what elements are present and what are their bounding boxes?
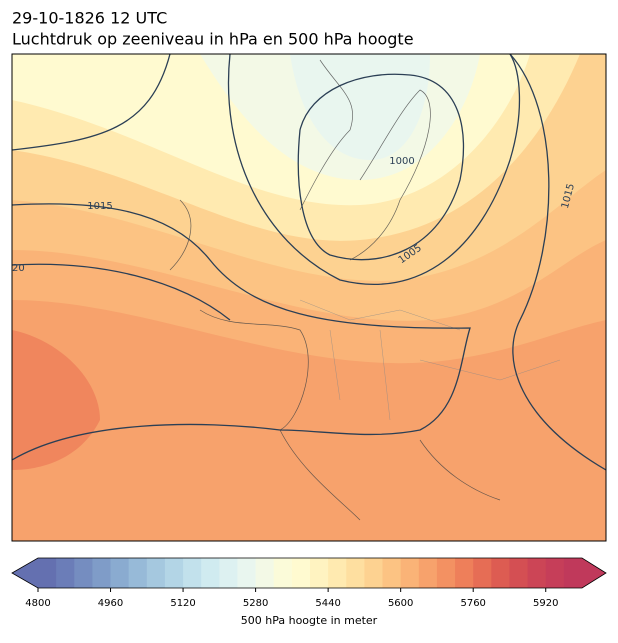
colorbar-band [382,558,402,588]
isobar-label: 1015 [87,201,112,212]
colorbar-tick-label: 5440 [315,598,340,609]
colorbar-band [527,558,547,588]
map [12,54,606,541]
colorbar-outline [11,557,607,589]
title-date: 29-10-1826 12 UTC [12,9,167,28]
colorbar-tick-label: 5920 [533,598,558,609]
colorbar-band [328,558,347,588]
colorbar-band [237,558,257,588]
colorbar-tick-label: 4800 [25,598,50,609]
isobar-label: 1000 [389,156,414,167]
colorbar-tick-label: 4960 [98,598,123,609]
colorbar-band [38,558,57,588]
colorbar-band [291,558,311,588]
colorbar-tick-label: 5600 [388,598,413,609]
colorbar-band [436,558,456,588]
colorbar-band [455,558,474,588]
colorbar-extend-low [12,558,38,588]
colorbar-extend-high [582,558,606,588]
colorbar-band [183,558,202,588]
colorbar-label: 500 hPa hoogte in meter [241,614,378,627]
colorbar-band [74,558,93,588]
colorbar-band [128,558,148,588]
colorbar-band [310,558,329,588]
colorbar-band [146,558,166,588]
colorbar-band [164,558,184,588]
colorbar-band [273,558,293,588]
colorbar-band [92,558,112,588]
colorbar-band [110,558,130,588]
colorbar-band [346,558,365,588]
title: Luchtdruk op zeeniveau in hPa en 500 hPa… [12,30,414,49]
colorbar-band [563,558,583,588]
colorbar-band [491,558,510,588]
colorbar-tick-label: 5760 [460,598,485,609]
colorbar-band [418,558,438,588]
isobar-label: 20 [12,263,25,274]
colorbar-tick-label: 5280 [243,598,268,609]
colorbar-band [400,558,420,588]
colorbar-band [509,558,529,588]
colorbar-band [473,558,492,588]
colorbar-tick-label: 5120 [170,598,195,609]
colorbar-band [364,558,384,588]
colorbar-band [219,558,238,588]
colorbar-band [545,558,565,588]
colorbar-band [56,558,75,588]
map-frame [11,53,607,542]
field [290,54,430,160]
colorbar-band [255,558,275,588]
colorbar: 4800 4960 5120 5280 5440 5600 5760 5920 [11,557,607,609]
colorbar-band [201,558,220,588]
